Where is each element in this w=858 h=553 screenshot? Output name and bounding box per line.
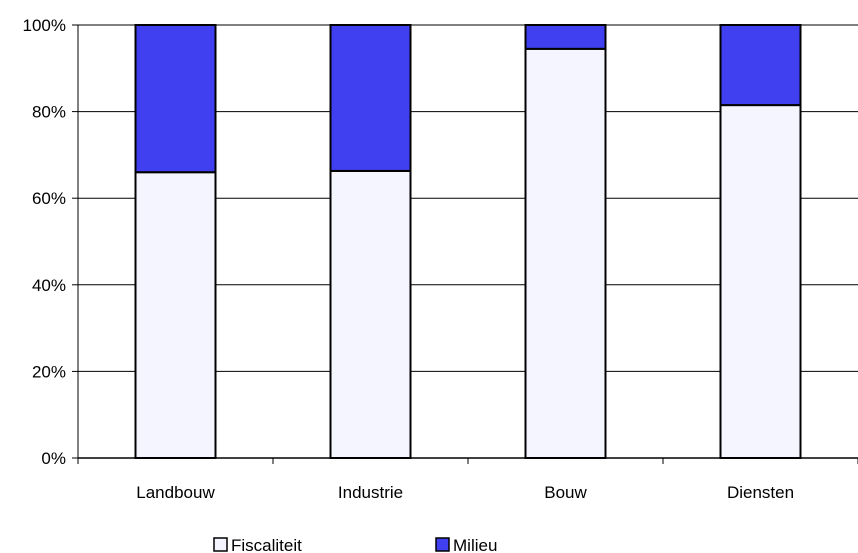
- y-tick-label: 60%: [32, 189, 66, 208]
- x-tick-label: Bouw: [544, 483, 587, 502]
- x-tick-label: Diensten: [727, 483, 794, 502]
- legend-swatch-fiscaliteit: [213, 537, 228, 552]
- legend-swatch-milieu: [435, 537, 450, 552]
- bar-bouw-milieu: [524, 24, 607, 50]
- legend: Fiscaliteit Milieu: [213, 536, 497, 553]
- bar-landbouw-fiscaliteit: [134, 171, 217, 459]
- x-axis: Landbouw Industrie Bouw Diensten: [77, 457, 858, 502]
- bar-industrie-fiscaliteit: [329, 169, 412, 460]
- x-tick-label: Industrie: [338, 483, 403, 502]
- x-tick-label: Landbouw: [136, 483, 215, 502]
- y-tick-label: 40%: [32, 276, 66, 295]
- bar-landbouw-milieu: [134, 24, 217, 174]
- y-axis: 0% 20% 40% 60% 80% 100%: [23, 16, 79, 468]
- y-tick-label: 0%: [41, 449, 66, 468]
- bar-bouw-fiscaliteit: [524, 47, 607, 459]
- bar-industrie-milieu: [329, 24, 412, 172]
- bar-diensten-fiscaliteit: [719, 104, 802, 459]
- legend-label-fiscaliteit: Fiscaliteit: [231, 536, 302, 553]
- legend-label-milieu: Milieu: [453, 536, 497, 553]
- y-tick-label: 20%: [32, 362, 66, 381]
- y-tick-label: 80%: [32, 103, 66, 122]
- y-tick-label: 100%: [23, 16, 66, 35]
- bars: [134, 24, 802, 460]
- bar-diensten-milieu: [719, 24, 802, 107]
